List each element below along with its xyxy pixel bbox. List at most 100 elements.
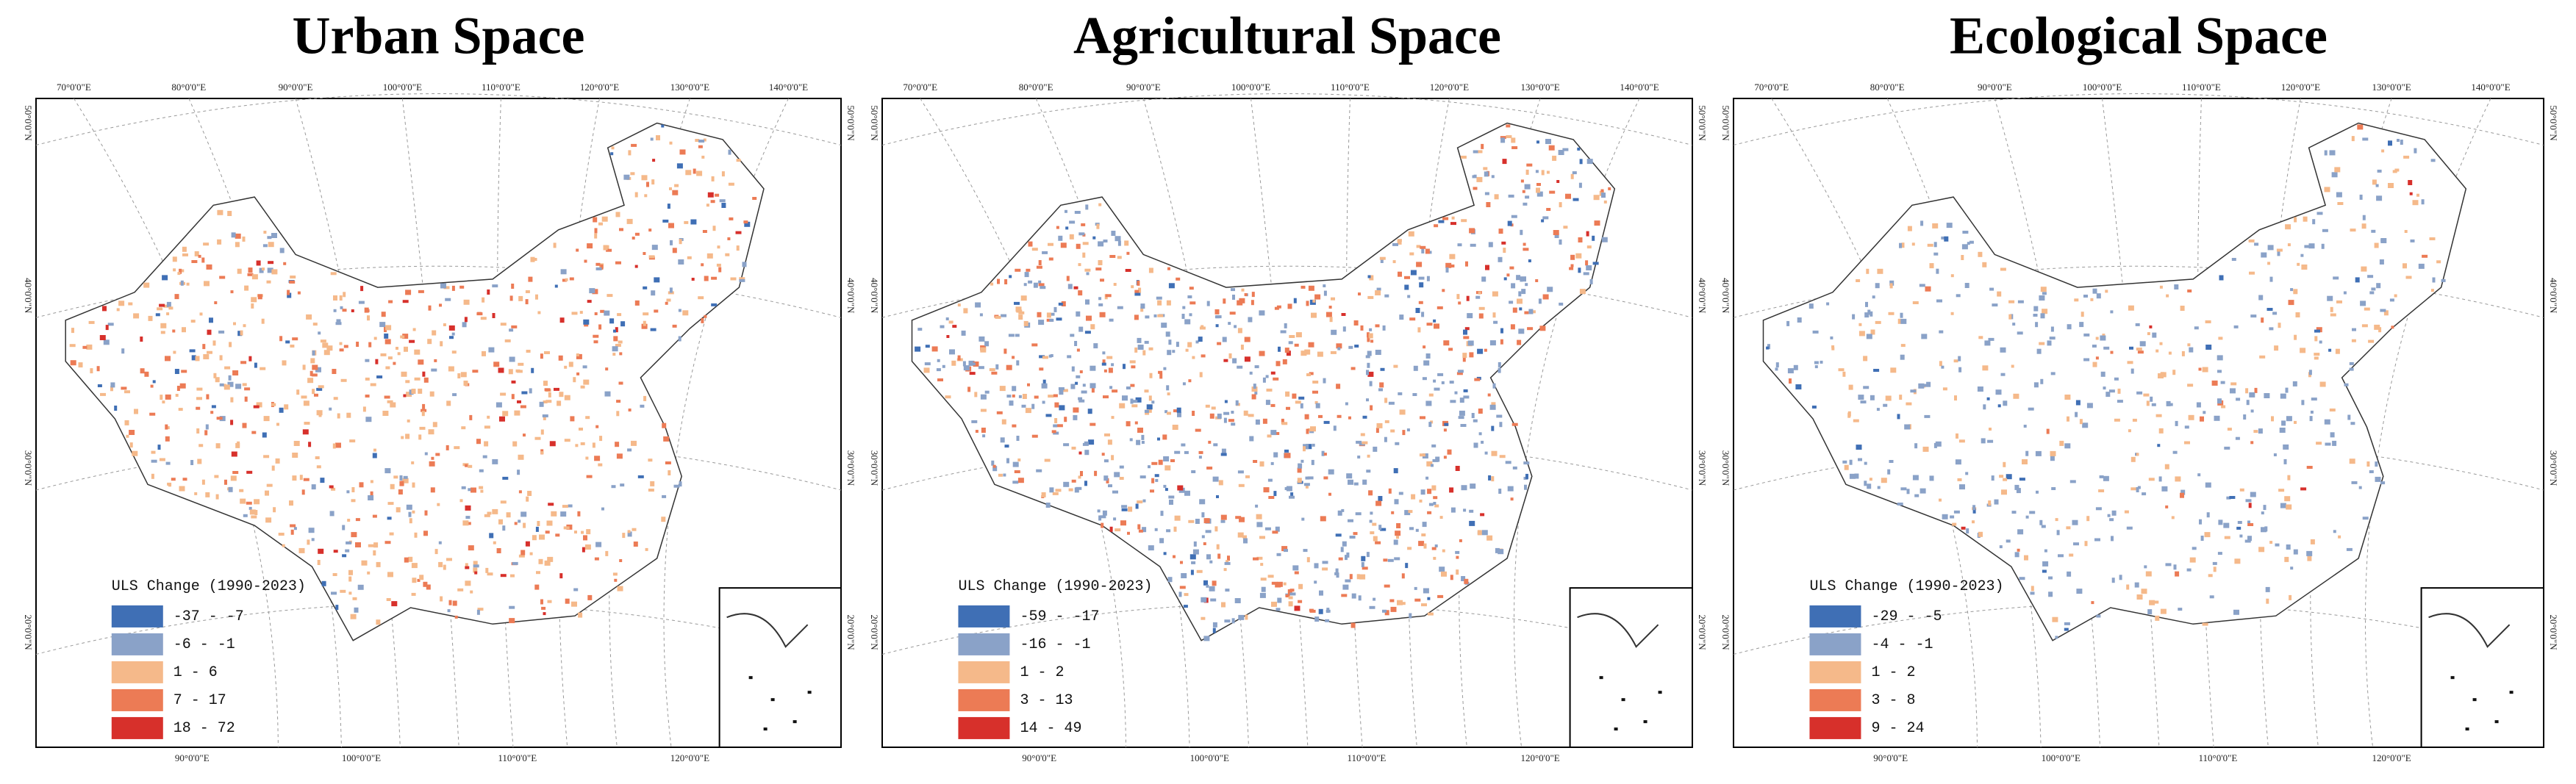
change-pixel <box>2217 370 2222 373</box>
change-pixel <box>1469 509 1474 513</box>
change-pixel <box>1263 487 1270 493</box>
change-pixel <box>1439 516 1443 519</box>
change-pixel <box>203 242 210 246</box>
change-pixel <box>915 346 921 352</box>
longitude-label: 80°0'0"E <box>1870 82 1905 93</box>
change-pixel <box>999 386 1006 392</box>
change-pixel <box>451 285 455 291</box>
change-pixel <box>2145 571 2152 577</box>
change-pixel <box>1900 344 1906 348</box>
change-pixel <box>1370 339 1374 343</box>
change-pixel <box>730 277 737 281</box>
change-pixel <box>1964 283 1969 288</box>
change-pixel <box>1084 481 1087 486</box>
change-pixel <box>2153 600 2159 604</box>
change-pixel <box>1318 608 1323 614</box>
change-pixel <box>1276 581 1283 587</box>
change-pixel <box>2247 520 2250 524</box>
change-pixel <box>1483 167 1488 170</box>
change-pixel <box>1907 226 1912 231</box>
change-pixel <box>1986 397 1990 400</box>
change-pixel <box>1858 331 1865 337</box>
change-pixel <box>1378 388 1383 392</box>
change-pixel <box>500 392 507 396</box>
change-pixel <box>2187 384 2194 387</box>
change-pixel <box>967 386 971 392</box>
legend-title: ULS Change (1990-2023) <box>958 578 1152 595</box>
change-pixel <box>1838 368 1845 372</box>
legend-swatch <box>1809 716 1861 739</box>
change-pixel <box>499 416 505 422</box>
change-pixel <box>260 367 266 370</box>
change-pixel <box>1380 528 1387 531</box>
change-pixel <box>1023 283 1027 287</box>
change-pixel <box>743 220 748 224</box>
change-pixel <box>1830 336 1833 339</box>
change-pixel <box>2175 420 2178 426</box>
change-pixel <box>1410 270 1417 276</box>
change-pixel <box>2016 488 2021 494</box>
change-pixel <box>1079 370 1083 373</box>
change-pixel <box>340 306 343 309</box>
legend-label: 7 - 17 <box>173 692 226 709</box>
change-pixel <box>679 481 682 487</box>
change-pixel <box>2258 295 2264 301</box>
change-pixel <box>1989 287 1994 291</box>
change-pixel <box>1499 455 1506 458</box>
change-pixel <box>2081 312 2084 317</box>
change-pixel <box>1285 594 1290 597</box>
change-pixel <box>1012 386 1017 392</box>
change-pixel <box>1305 476 1310 480</box>
change-pixel <box>518 490 522 494</box>
inset-island <box>770 698 775 702</box>
change-pixel <box>248 356 252 362</box>
change-pixel <box>1409 317 1416 321</box>
legend-swatch <box>111 633 163 655</box>
change-pixel <box>1268 496 1275 499</box>
change-pixel <box>263 455 270 458</box>
change-pixel <box>283 262 287 265</box>
change-pixel <box>1340 547 1344 553</box>
change-pixel <box>2392 170 2397 173</box>
change-pixel <box>1382 609 1387 613</box>
change-pixel <box>1586 231 1589 237</box>
change-pixel <box>2175 571 2180 577</box>
change-pixel <box>627 531 632 537</box>
change-pixel <box>438 541 442 544</box>
change-pixel <box>984 390 990 394</box>
change-pixel <box>1901 242 1905 248</box>
change-pixel <box>1360 325 1364 331</box>
change-pixel <box>1957 478 1962 481</box>
change-pixel <box>2374 242 2379 248</box>
change-pixel <box>1212 622 1217 627</box>
change-pixel <box>1451 216 1455 220</box>
change-pixel <box>1157 300 1162 306</box>
change-pixel <box>678 259 684 265</box>
change-pixel <box>2275 543 2280 547</box>
change-pixel <box>110 386 113 392</box>
change-pixel <box>1114 472 1120 478</box>
change-pixel <box>2136 391 2143 395</box>
change-pixel <box>487 572 493 576</box>
change-pixel <box>1084 268 1091 272</box>
change-pixel <box>1228 419 1234 422</box>
change-pixel <box>1241 288 1245 292</box>
change-pixel <box>1298 396 1305 400</box>
change-pixel <box>330 272 337 276</box>
change-pixel <box>311 538 315 542</box>
change-pixel <box>579 428 583 431</box>
longitude-label: 100°0'0"E <box>383 82 422 93</box>
change-pixel <box>1423 543 1427 549</box>
change-pixel <box>2294 420 2297 424</box>
change-pixel <box>1155 478 1159 482</box>
change-pixel <box>1398 271 1402 277</box>
change-pixel <box>1920 220 1924 226</box>
change-pixel <box>376 561 381 567</box>
change-pixel <box>1234 325 1237 328</box>
change-pixel <box>568 362 573 367</box>
change-pixel <box>573 377 576 383</box>
latitude-label: 40°0'0"N <box>1697 278 1708 314</box>
change-pixel <box>1876 408 1880 411</box>
change-pixel <box>1965 472 1969 475</box>
change-pixel <box>2165 563 2172 567</box>
